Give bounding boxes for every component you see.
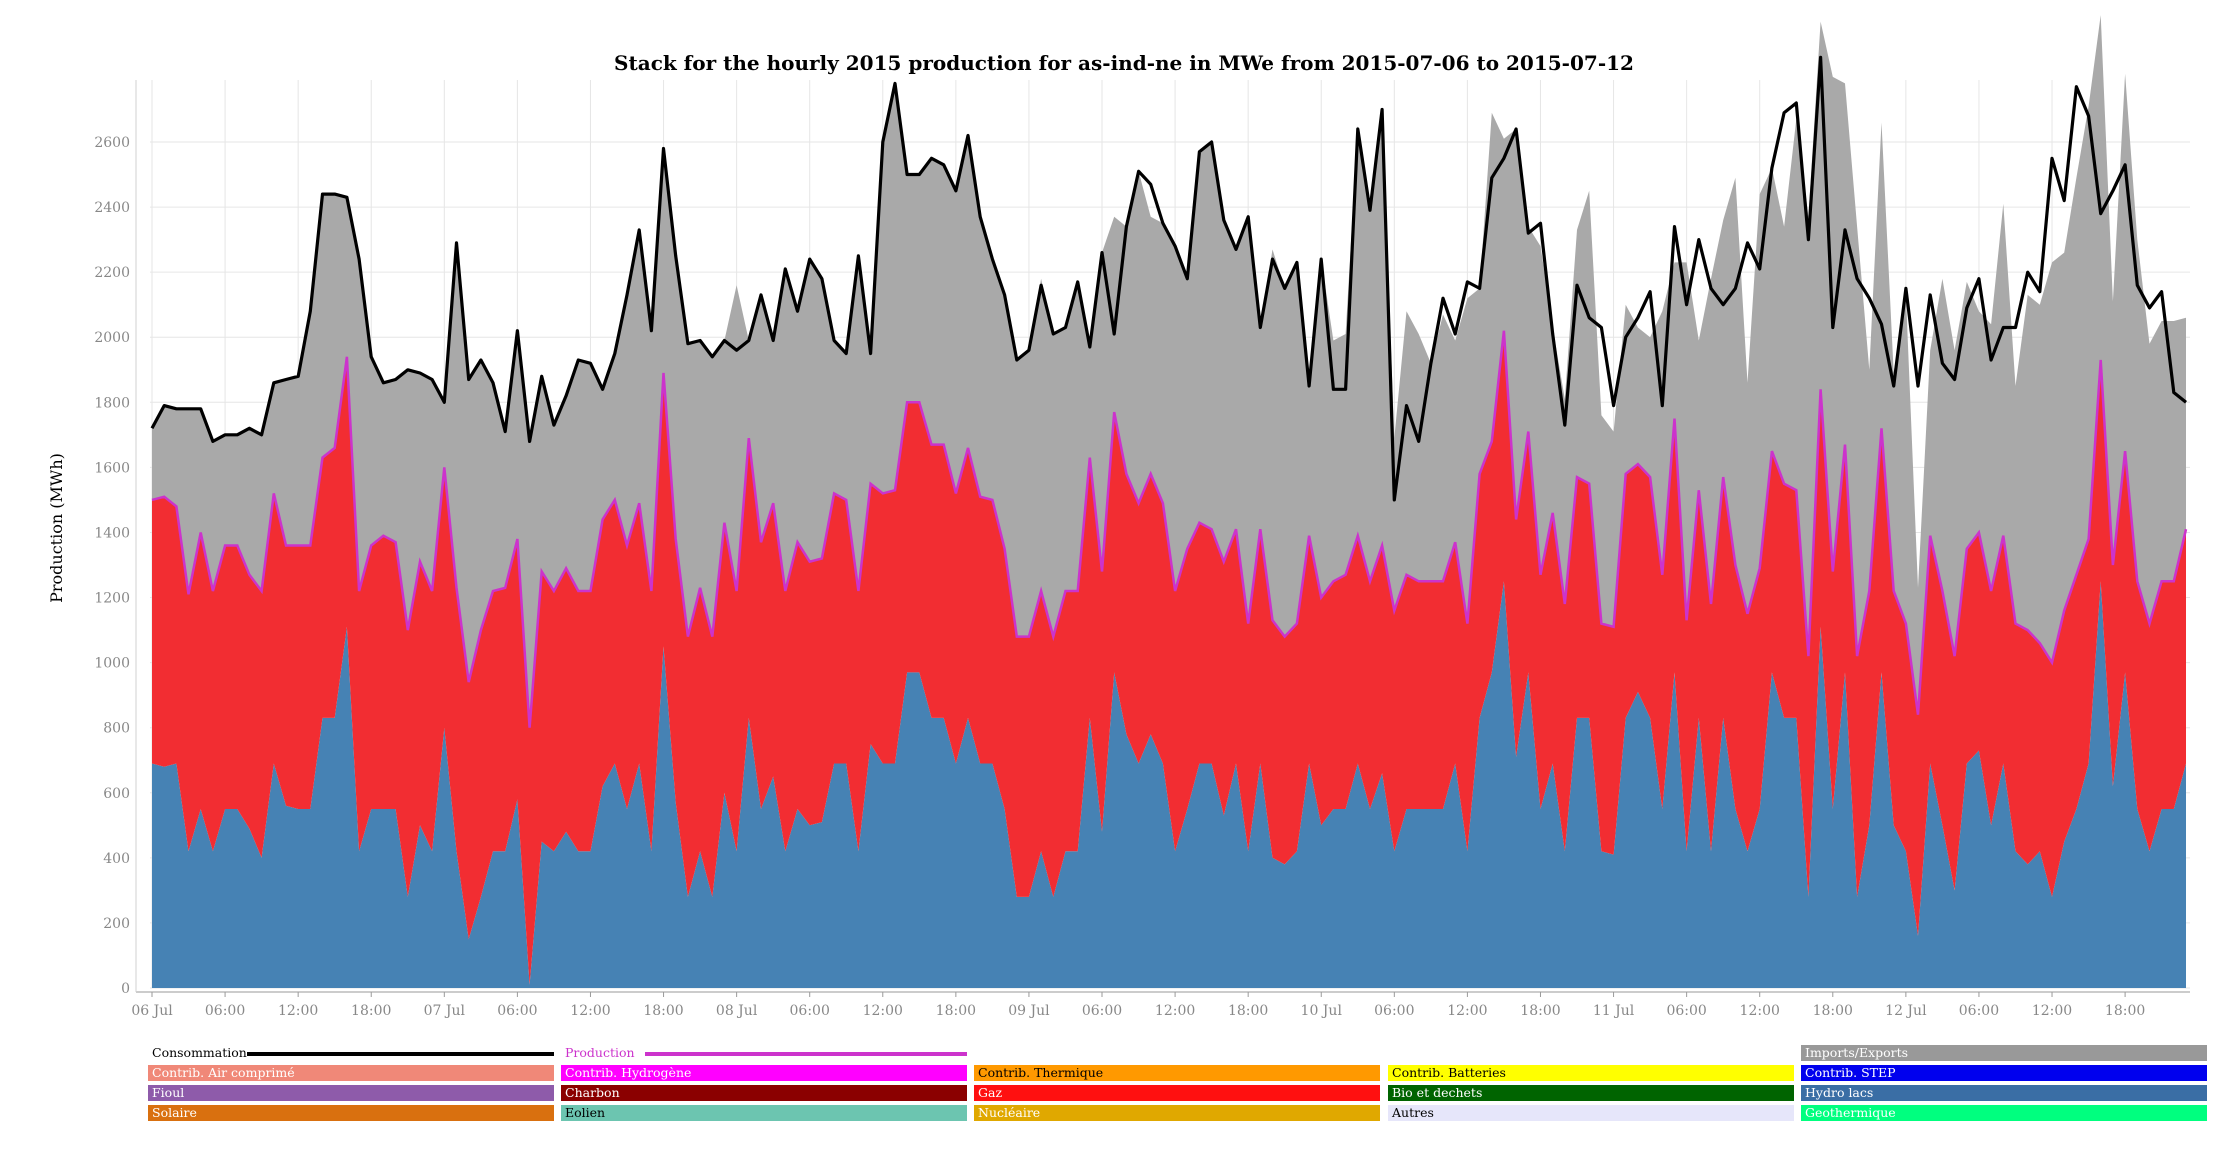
x-tick-label: 12 Jul — [1885, 1003, 1927, 1019]
x-tick-label: 08 Jul — [716, 1003, 758, 1019]
y-tick-label: 1200 — [94, 591, 130, 607]
y-tick-label: 2600 — [94, 135, 130, 151]
x-tick-label: 06:00 — [1959, 1003, 1999, 1019]
x-tick-label: 12:00 — [2032, 1003, 2072, 1019]
legend-item-imports-exports[interactable]: Imports/Exports — [1801, 1045, 2207, 1061]
legend-production-swatch — [645, 1052, 967, 1056]
legend-item-contrib-step[interactable]: Contrib. STEP — [1801, 1065, 2207, 1081]
y-tick-label: 800 — [103, 721, 130, 737]
consommation-line — [150, 55, 2188, 502]
y-tick-label: 2000 — [94, 330, 130, 346]
y-axis-label: Production (MWh) — [47, 453, 66, 603]
y-tick-label: 0 — [121, 981, 130, 997]
x-tick-label: 12:00 — [863, 1003, 903, 1019]
legend-item-solaire[interactable]: Solaire — [148, 1105, 554, 1121]
x-tick-label: 12:00 — [1447, 1003, 1487, 1019]
legend-item-geothermique[interactable]: Geothermique — [1801, 1105, 2207, 1121]
legend-item-bio-et-dechets[interactable]: Bio et dechets — [1388, 1085, 1794, 1101]
legend-consommation-swatch — [247, 1052, 554, 1056]
x-tick-label: 06:00 — [1666, 1003, 1706, 1019]
area-imports-exports — [152, 15, 2186, 728]
x-tick-label: 12:00 — [1155, 1003, 1195, 1019]
y-tick-label: 1800 — [94, 395, 130, 411]
x-tick-label: 18:00 — [351, 1003, 391, 1019]
y-tick-label: 2400 — [94, 200, 130, 216]
legend-item-contrib-hydrog-ne[interactable]: Contrib. Hydrogène — [561, 1065, 967, 1081]
y-axis: 0 200 400 600 800 1000 1200 1400 1600 1800 2000 220… — [94, 135, 130, 997]
legend-item-eolien[interactable]: Eolien — [561, 1105, 967, 1121]
y-tick-label: 200 — [103, 916, 130, 932]
legend-item-contrib-thermique[interactable]: Contrib. Thermique — [974, 1065, 1380, 1081]
legend-item-fioul[interactable]: Fioul — [148, 1085, 554, 1101]
legend-item-charbon[interactable]: Charbon — [561, 1085, 967, 1101]
legend-item-contrib-batteries[interactable]: Contrib. Batteries — [1388, 1065, 1794, 1081]
x-tick-label: 12:00 — [1740, 1003, 1780, 1019]
x-tick-label: 06:00 — [205, 1003, 245, 1019]
x-tick-label: 18:00 — [2105, 1003, 2145, 1019]
y-tick-label: 1000 — [94, 656, 130, 672]
area-gaz — [152, 330, 2186, 985]
x-tick-label: 06:00 — [1374, 1003, 1414, 1019]
y-tick-label: 400 — [103, 851, 130, 867]
x-tick-label: 06:00 — [1082, 1003, 1122, 1019]
chart-title: Stack for the hourly 2015 production for… — [614, 51, 1634, 75]
y-tick-label: 2200 — [94, 265, 130, 281]
line-series — [150, 55, 2188, 728]
x-tick-label: 12:00 — [570, 1003, 610, 1019]
production-line — [151, 330, 2188, 728]
y-tick-label: 1600 — [94, 460, 130, 476]
x-tick-label: 07 Jul — [424, 1003, 466, 1019]
x-tick-label: 11 Jul — [1593, 1003, 1635, 1019]
legend-consommation-label: Consommation — [152, 1045, 247, 1060]
x-axis: 06 Jul 06:00 12:00 18:00 07 Jul 06:00 12:00 18:… — [131, 992, 2145, 1019]
x-tick-label: 18:00 — [1520, 1003, 1560, 1019]
legend-item-hydro-lacs[interactable]: Hydro lacs — [1801, 1085, 2207, 1101]
y-tick-label: 600 — [103, 786, 130, 802]
area-series — [152, 15, 2186, 988]
x-tick-label: 10 Jul — [1301, 1003, 1343, 1019]
legend-production-label: Production — [565, 1045, 635, 1060]
x-tick-label: 09 Jul — [1008, 1003, 1050, 1019]
area-hydro-lacs — [152, 581, 2186, 988]
x-tick-label: 06:00 — [497, 1003, 537, 1019]
legend-item-contrib-air-comprim[interactable]: Contrib. Air comprimé — [148, 1065, 554, 1081]
x-tick-label: 18:00 — [1228, 1003, 1268, 1019]
x-tick-label: 18:00 — [1813, 1003, 1853, 1019]
x-tick-label: 18:00 — [643, 1003, 683, 1019]
x-tick-label: 12:00 — [278, 1003, 318, 1019]
y-tick-label: 1400 — [94, 525, 130, 541]
legend-item-nucl-aire[interactable]: Nucléaire — [974, 1105, 1380, 1121]
x-tick-label: 06:00 — [790, 1003, 830, 1019]
x-tick-label: 18:00 — [936, 1003, 976, 1019]
legend-item-autres[interactable]: Autres — [1388, 1105, 1794, 1121]
legend-item-gaz[interactable]: Gaz — [974, 1085, 1380, 1101]
x-tick-label: 06 Jul — [131, 1003, 173, 1019]
